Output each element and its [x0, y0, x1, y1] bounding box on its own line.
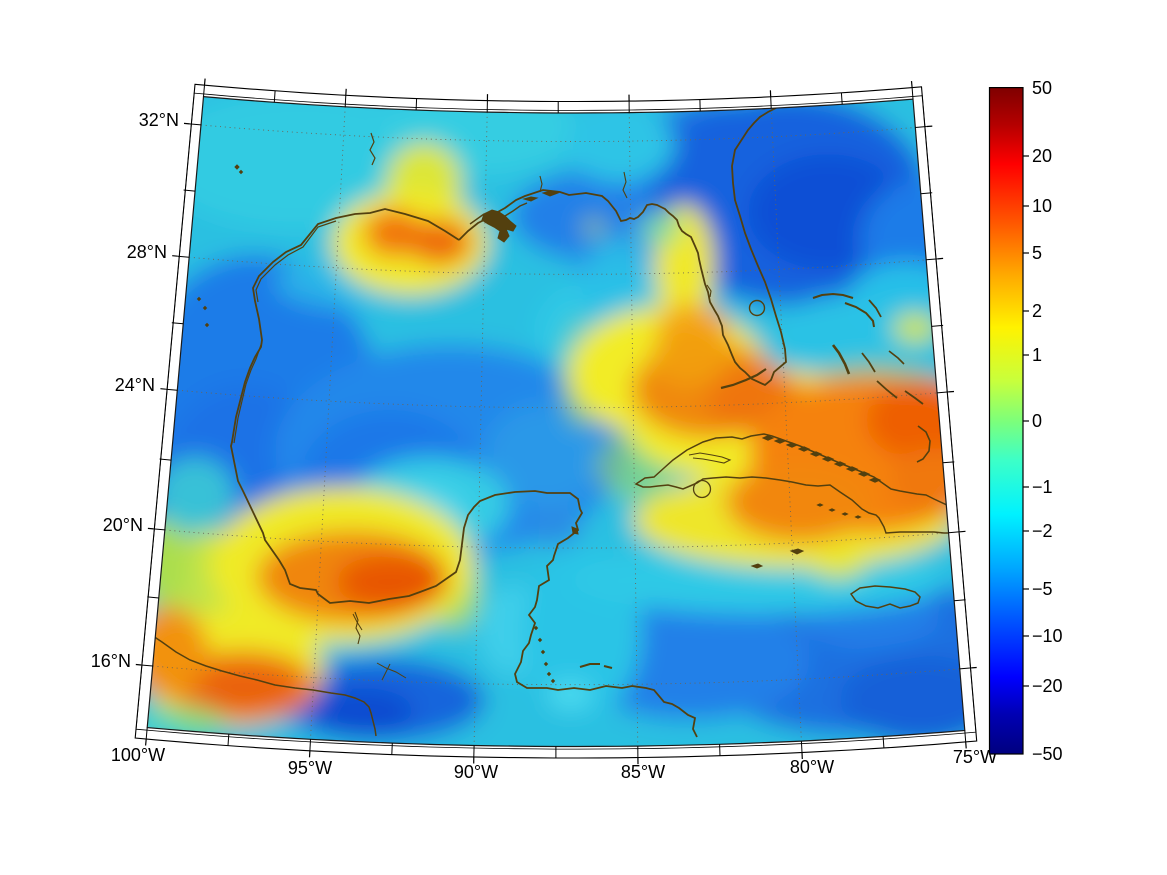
svg-text:80°W: 80°W — [790, 757, 834, 777]
svg-text:16°N: 16°N — [91, 651, 131, 671]
svg-text:−1: −1 — [1032, 477, 1053, 497]
svg-text:−20: −20 — [1032, 676, 1063, 696]
svg-text:10: 10 — [1032, 196, 1052, 216]
svg-text:100°W: 100°W — [111, 745, 165, 765]
svg-text:−10: −10 — [1032, 626, 1063, 646]
svg-text:75°W: 75°W — [953, 747, 997, 767]
svg-text:2: 2 — [1032, 301, 1042, 321]
svg-text:50: 50 — [1032, 78, 1052, 98]
svg-text:0: 0 — [1032, 411, 1042, 431]
svg-text:5: 5 — [1032, 243, 1042, 263]
svg-text:20: 20 — [1032, 146, 1052, 166]
svg-text:32°N: 32°N — [139, 110, 179, 130]
svg-text:85°W: 85°W — [621, 762, 665, 782]
svg-text:90°W: 90°W — [454, 762, 498, 782]
svg-text:24°N: 24°N — [115, 375, 155, 395]
svg-text:95°W: 95°W — [288, 758, 332, 778]
svg-text:20°N: 20°N — [103, 515, 143, 535]
svg-text:−5: −5 — [1032, 579, 1053, 599]
svg-text:1: 1 — [1032, 345, 1042, 365]
svg-text:28°N: 28°N — [127, 242, 167, 262]
svg-text:−50: −50 — [1032, 744, 1063, 764]
svg-text:−2: −2 — [1032, 521, 1053, 541]
